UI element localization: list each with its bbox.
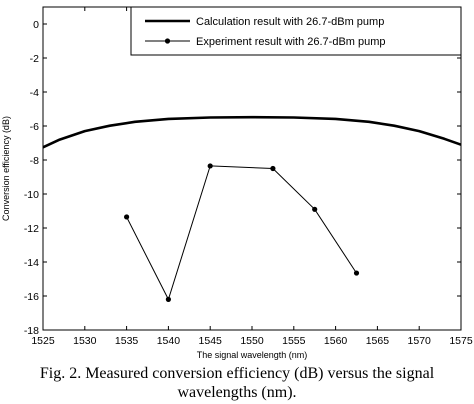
tick-labels: 1525 1530 1535 1540 1545 1550 1555 1560 1565 1570… — [24, 19, 473, 347]
y-axis-label: Conversion efficiency (dB) — [1, 116, 11, 221]
x-tick-label: 1565 — [366, 335, 390, 347]
y-tick-label: -2 — [30, 53, 39, 65]
y-tick-label: -16 — [24, 291, 39, 303]
series-experiment-line — [126, 165, 357, 301]
series-experiment-point — [165, 296, 171, 302]
series-experiment-point — [207, 163, 213, 169]
y-tick-label: -6 — [30, 121, 39, 133]
y-tick-label: -8 — [30, 155, 39, 167]
legend: Calculation result with 26.7-dBm pump Ex… — [130, 6, 462, 56]
x-tick-label: 1535 — [115, 335, 139, 347]
series-experiment-point — [353, 270, 360, 276]
series-experiment-point — [270, 165, 276, 172]
legend-marker-experiment — [164, 38, 171, 44]
legend-label-calculation: Calculation result with 26.7-dBm pump — [196, 16, 384, 28]
caption-line-1: Fig. 2. Measured conversion efficiency (… — [39, 365, 435, 382]
x-tick-label: 1545 — [199, 335, 223, 347]
y-tick-label: -12 — [24, 223, 39, 235]
figure-caption: Fig. 2. Measured conversion efficiency (… — [0, 364, 474, 402]
y-tick-label: -10 — [24, 189, 39, 201]
series-layer — [42, 115, 462, 302]
series-calculation-line — [42, 115, 462, 149]
x-tick-label: 1525 — [31, 335, 55, 347]
series-experiment-point — [124, 214, 130, 220]
series-experiment-point — [312, 206, 318, 212]
y-tick-label: 0 — [33, 19, 39, 31]
y-tick-label: -18 — [24, 325, 39, 337]
x-tick-label: 1530 — [73, 335, 97, 347]
x-tick-label: 1540 — [157, 335, 181, 347]
x-tick-label: 1550 — [240, 335, 264, 347]
legend-box — [130, 6, 462, 56]
y-tick-label: -4 — [30, 87, 39, 99]
legend-label-experiment: Experiment result with 26.7-dBm pump — [196, 36, 386, 48]
y-tick-label: -14 — [24, 257, 39, 269]
x-tick-label: 1560 — [324, 335, 348, 347]
x-tick-label: 1570 — [408, 335, 432, 347]
x-tick-label: 1575 — [449, 335, 473, 347]
caption-line-2: wavelengths (nm). — [177, 384, 297, 401]
x-axis-label: The signal wavelength (nm) — [197, 350, 308, 360]
chart: 1525 1530 1535 1540 1545 1550 1555 1560 1565 1570… — [1, 6, 473, 360]
x-tick-label: 1555 — [282, 335, 306, 347]
